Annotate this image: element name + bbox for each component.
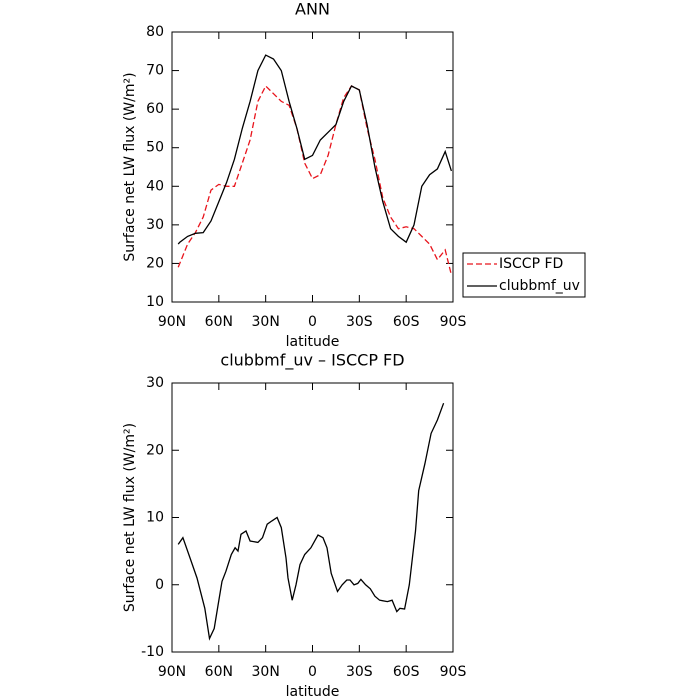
- legend-label: clubbmf_uv: [499, 278, 580, 294]
- y-tick-label: 20: [146, 442, 164, 458]
- y-tick-label: 60: [146, 101, 164, 117]
- y-axis-label: Surface net LW flux (W/m²): [122, 423, 138, 612]
- x-tick-label: 30N: [252, 314, 280, 330]
- chart-title: ANN: [295, 0, 330, 19]
- legend-box: [462, 252, 586, 298]
- y-tick-label: 20: [146, 255, 164, 271]
- y-tick-label: 50: [146, 140, 164, 156]
- legend-label: ISCCP FD: [499, 256, 563, 272]
- y-tick-label: 30: [146, 217, 164, 233]
- y-tick-label: 0: [155, 577, 164, 593]
- y-tick-label: 30: [146, 375, 164, 391]
- plot-frame: [171, 31, 454, 303]
- y-tick-label: -10: [141, 644, 164, 660]
- x-axis-label: latitude: [286, 334, 340, 350]
- x-tick-label: 0: [308, 314, 317, 330]
- x-tick-label: 90S: [440, 314, 467, 330]
- y-axis-label: Surface net LW flux (W/m²): [122, 72, 138, 261]
- y-tick-label: 80: [146, 24, 164, 40]
- data-line: [177, 54, 453, 245]
- data-line: [177, 402, 445, 641]
- x-axis-label: latitude: [286, 684, 340, 700]
- x-tick-label: 90S: [440, 664, 467, 680]
- x-tick-label: 60S: [393, 314, 420, 330]
- x-tick-label: 0: [308, 664, 317, 680]
- x-tick-label: 90N: [158, 664, 186, 680]
- y-tick-label: 70: [146, 63, 164, 79]
- chart-title: clubbmf_uv – ISCCP FD: [220, 351, 404, 371]
- plot-frame: [171, 382, 454, 653]
- x-tick-label: 90N: [158, 314, 186, 330]
- x-tick-label: 30N: [252, 664, 280, 680]
- y-tick-label: 10: [146, 294, 164, 310]
- x-tick-label: 60N: [205, 314, 233, 330]
- y-tick-label: 40: [146, 178, 164, 194]
- x-tick-label: 60N: [205, 664, 233, 680]
- y-tick-label: 10: [146, 510, 164, 526]
- x-tick-label: 60S: [393, 664, 420, 680]
- x-tick-label: 30S: [346, 314, 373, 330]
- x-tick-label: 30S: [346, 664, 373, 680]
- data-line: [177, 84, 453, 276]
